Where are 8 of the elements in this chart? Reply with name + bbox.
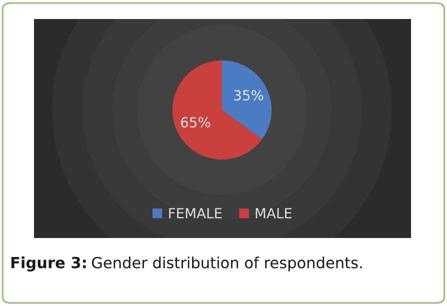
caption: Figure 3:	[11, 256, 86, 272]
pie-slice	[222, 60, 272, 140]
pie-slice	[172, 60, 262, 160]
legend-label: FEMALE	[169, 208, 222, 218]
data-label: 35%	[234, 90, 264, 101]
legend-label: MALE	[256, 208, 292, 218]
data-label: 65%	[181, 117, 210, 128]
text: Gender distribution of respondents.	[92, 256, 362, 272]
